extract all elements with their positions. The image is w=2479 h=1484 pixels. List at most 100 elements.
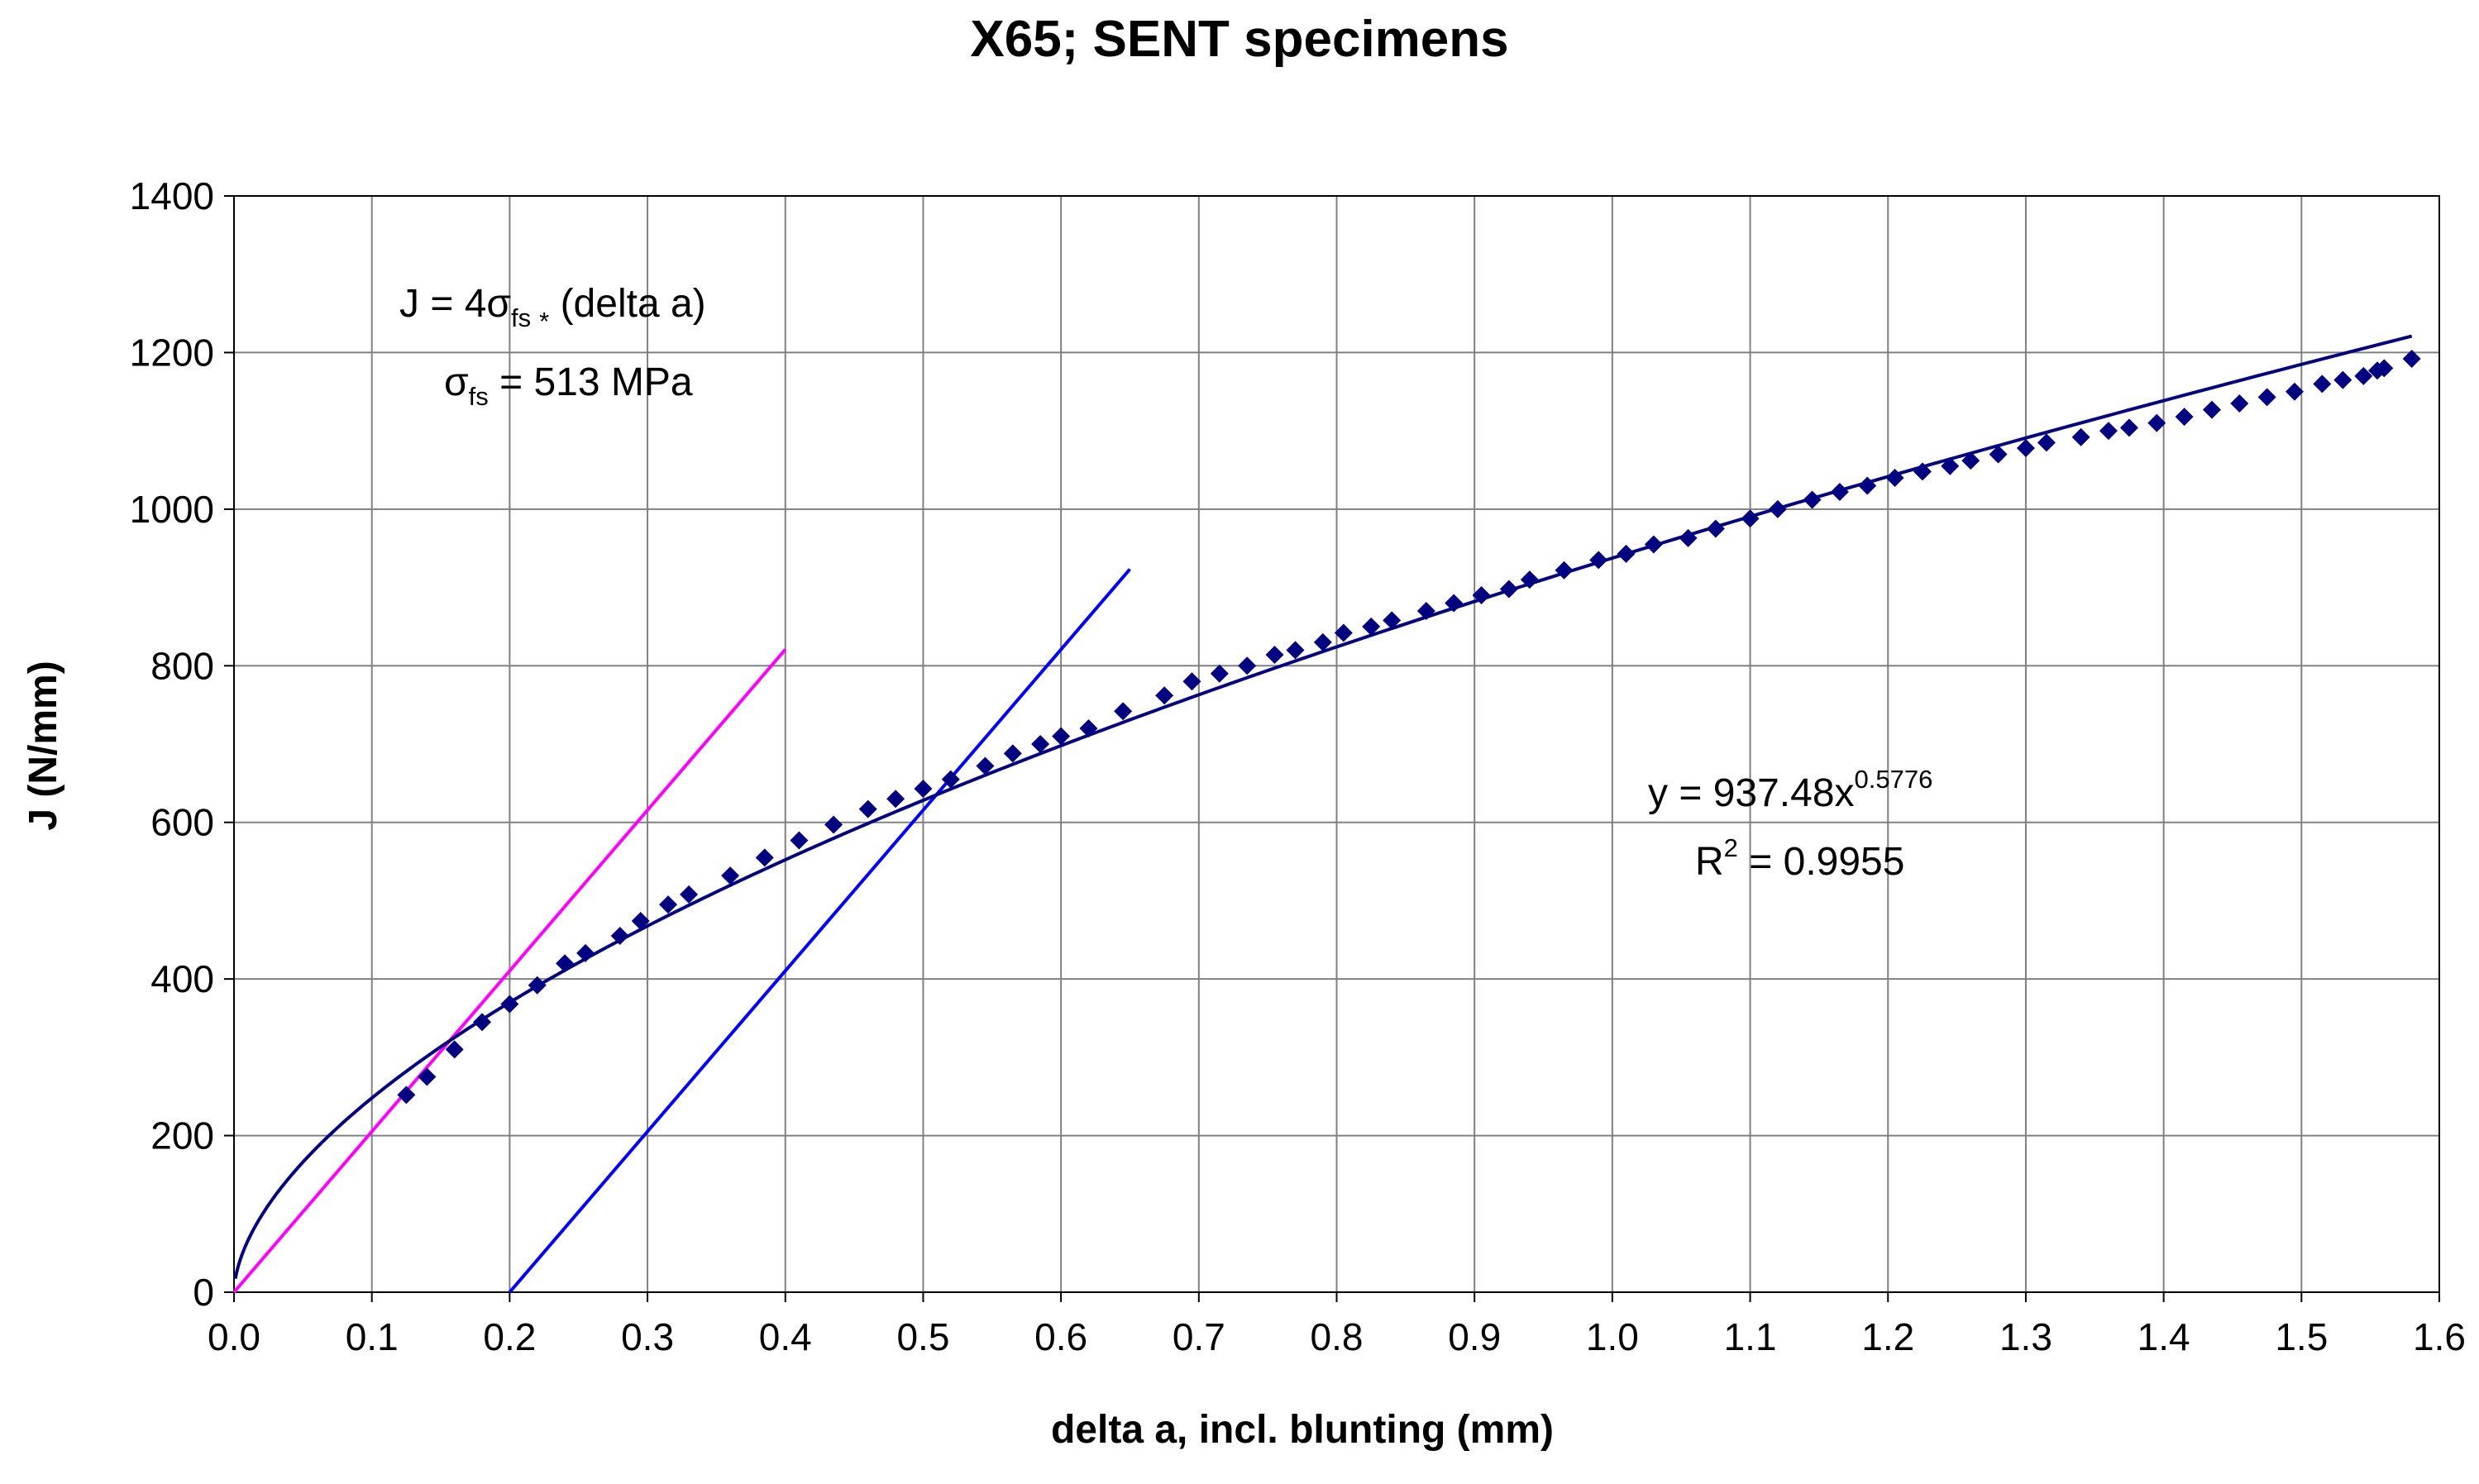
data-point [2202,400,2221,419]
data-point [1031,735,1050,753]
data-point [1741,509,1760,528]
y-tick-label: 1200 [130,331,214,374]
data-point [1644,535,1663,554]
data-point [500,995,519,1014]
x-tick-label: 1.2 [1861,1315,1914,1358]
data-point [2037,433,2056,452]
x-tick-label: 1.6 [2413,1315,2466,1358]
data-point [445,1040,464,1059]
data-point [1052,727,1071,746]
data-point [941,770,960,789]
flow-stress-symbol: σ [444,360,469,404]
data-point [914,779,933,798]
data-point [1520,570,1539,589]
data-point [473,1013,492,1032]
data-point [858,799,877,818]
data-point [1961,451,1980,470]
data-point [397,1086,416,1105]
fit-equation-lead: y = 937.48x [1648,771,1855,815]
data-point [2119,418,2138,437]
x-axis-ticks: 0.0 0.1 0.2 0.3 0.4 0.5 0.6 0.7 0.8 0.9 1.0 1.1 1.2 1… [208,1292,2466,1358]
data-point [1003,744,1022,763]
y-tick-label: 200 [150,1114,214,1157]
data-point [1079,719,1098,738]
data-point [2313,375,2332,394]
x-tick-label: 0.7 [1173,1315,1225,1358]
x-tick-label: 1.3 [1999,1315,2052,1358]
y-axis-ticks: 0 200 400 600 800 1000 1200 1400 [130,174,234,1314]
data-point [1362,617,1381,636]
y-tick-label: 400 [150,957,214,1000]
y-tick-label: 800 [150,644,214,687]
data-point [2071,427,2090,446]
data-point [2147,413,2166,432]
data-point [1803,490,1822,509]
data-point [2285,382,2304,401]
data-point [556,954,575,973]
data-point [2354,366,2373,385]
grid [234,196,2439,1292]
r-squared-note: R2 = 0.9955 [1695,833,1904,884]
x-tick-label: 0.5 [896,1315,949,1358]
construction-equation-note: J = 4σfs * (delta a) [399,282,706,336]
data-point [2257,388,2276,407]
r-squared-superscript: 2 [1724,833,1738,862]
data-point [755,848,774,867]
data-point [1913,462,1932,481]
data-point [1589,551,1608,570]
data-markers [397,350,2421,1105]
x-axis-label: delta a, incl. blunting (mm) [1051,1408,1554,1452]
data-point [1114,702,1133,721]
y-tick-label: 0 [193,1271,214,1314]
data-point [1313,632,1332,651]
construction-line [232,648,787,1294]
data-point [1210,664,1229,683]
x-tick-label: 0.6 [1034,1315,1087,1358]
chart-title: X65; SENT specimens [970,11,1508,68]
fit-equation-note: y = 937.48x0.5776 [1648,765,1932,815]
data-point [1858,476,1877,495]
y-tick-label: 600 [150,801,214,844]
data-point [721,866,740,885]
data-point [1679,528,1698,547]
data-point [2402,350,2421,369]
data-point [1885,468,1904,487]
data-point [680,885,699,904]
fit-equation-superscript: 0.5776 [1855,765,1933,794]
y-tick-label: 1000 [130,488,214,531]
data-point [824,815,843,834]
data-point [1155,686,1174,705]
data-point [2099,422,2118,441]
data-point [1499,580,1518,599]
data-point [610,927,629,946]
data-point [1830,483,1849,502]
x-tick-label: 0.4 [759,1315,812,1358]
offset-line [508,568,1131,1294]
data-point [1182,672,1201,691]
r-squared-symbol: R [1695,840,1724,884]
data-point [528,976,547,995]
data-point [631,912,650,931]
data-point [1941,456,1960,475]
y-axis-label: J (N/mm) [21,661,65,830]
data-point [790,831,809,850]
data-point [1555,561,1574,580]
construction-equation-lead: J = 4σ [399,282,511,326]
data-point [1768,499,1787,518]
construction-equation-subscript: fs [511,303,531,332]
y-tick-label: 1400 [130,174,214,217]
r-squared-value: = 0.9955 [1738,840,1905,884]
data-point [576,943,595,962]
data-point [1472,586,1491,605]
x-tick-label: 0.2 [483,1315,536,1358]
flow-stress-value: = 513 MPa [489,360,693,404]
data-point [1989,445,2008,464]
x-tick-label: 0.1 [346,1315,399,1358]
data-point [2175,408,2194,427]
data-point [1238,656,1257,675]
data-point [418,1067,437,1086]
x-tick-label: 0.3 [621,1315,674,1358]
x-tick-label: 1.5 [2275,1315,2328,1358]
